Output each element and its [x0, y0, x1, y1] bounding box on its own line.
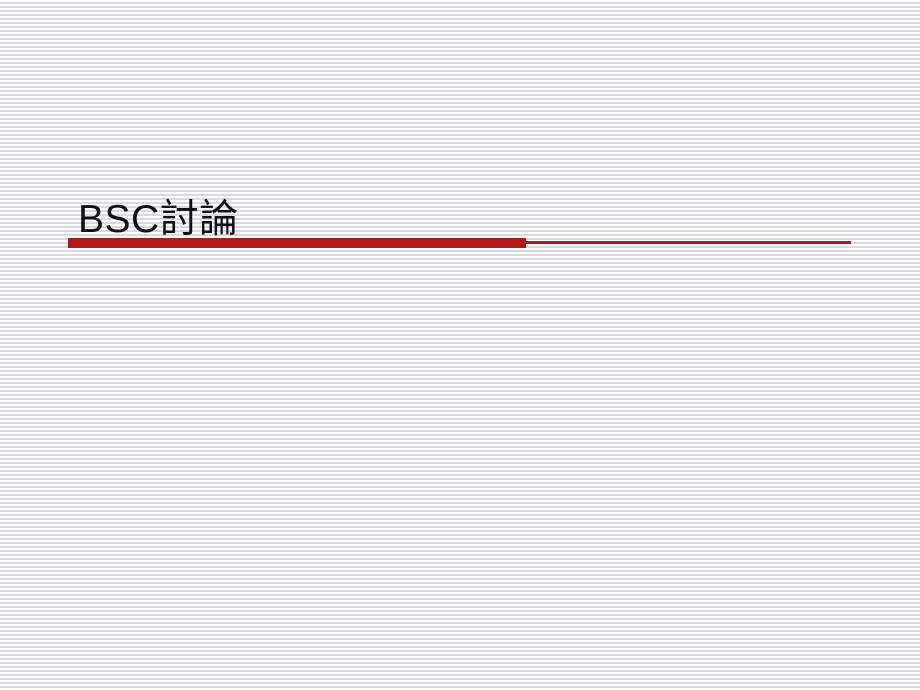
title-underline-thick: [68, 238, 526, 248]
slide-background: [0, 0, 920, 690]
slide-title: BSC討論: [78, 188, 239, 244]
title-underline-thin: [526, 241, 851, 244]
